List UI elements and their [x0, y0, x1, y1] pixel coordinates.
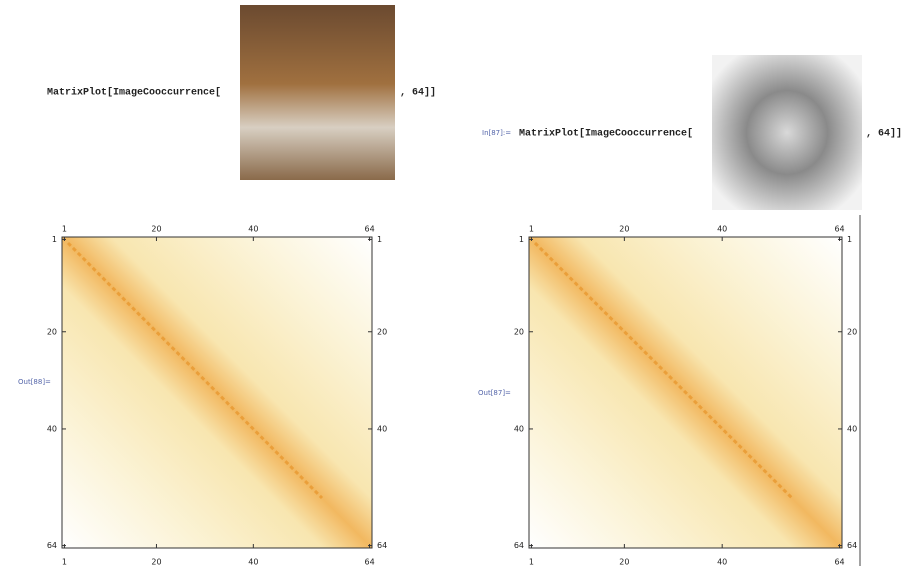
x-tick-label: 20: [619, 225, 629, 234]
plot-frame: [528, 236, 843, 549]
portrait-image: [712, 55, 862, 210]
x-tick-label: 1: [529, 225, 534, 234]
x-tick-label: 64: [364, 558, 374, 567]
y-tick-label: 1: [847, 235, 852, 244]
x-tick-label: 64: [364, 225, 374, 234]
y-tick-label: 20: [847, 327, 857, 336]
x-tick-label: 40: [717, 558, 727, 567]
code-head: MatrixPlot[ImageCooccurrence[: [519, 128, 693, 140]
x-tick-label: 40: [248, 225, 258, 234]
y-tick-label: 64: [377, 541, 387, 550]
matrix-diagonal: [533, 241, 794, 500]
y-tick-label: 20: [377, 327, 387, 336]
y-tick-label: 64: [514, 541, 524, 550]
y-tick-label: 64: [47, 541, 57, 550]
y-tick-label: 64: [847, 541, 857, 550]
y-tick-label: 40: [47, 424, 57, 433]
y-tick-label: 20: [47, 327, 57, 336]
y-tick-label: 1: [52, 235, 57, 244]
guitar-image: [240, 5, 395, 180]
y-tick-label: 40: [514, 424, 524, 433]
y-tick-label: 40: [847, 424, 857, 433]
x-tick-label: 64: [834, 225, 844, 234]
y-tick-label: 40: [377, 424, 387, 433]
y-tick-label: 1: [519, 235, 524, 244]
y-tick-label: 1: [377, 235, 382, 244]
output-label: Out[88]=: [18, 378, 51, 386]
y-tick-label: 20: [514, 327, 524, 336]
output-label: Out[87]=: [478, 389, 511, 397]
x-tick-label: 40: [248, 558, 258, 567]
code-head: MatrixPlot[ImageCooccurrence[: [47, 87, 221, 99]
x-tick-label: 1: [62, 558, 67, 567]
x-tick-label: 20: [151, 225, 161, 234]
x-tick-label: 20: [151, 558, 161, 567]
x-tick-label: 20: [619, 558, 629, 567]
plot-frame: [61, 236, 373, 549]
code-tail: , 64]]: [866, 128, 902, 140]
x-tick-label: 1: [529, 558, 534, 567]
x-tick-label: 1: [62, 225, 67, 234]
code-tail: , 64]]: [400, 87, 436, 99]
matrix-diagonal: [66, 241, 324, 500]
input-label: In[87]:=: [482, 129, 511, 137]
x-tick-label: 64: [834, 558, 844, 567]
x-tick-label: 40: [717, 225, 727, 234]
